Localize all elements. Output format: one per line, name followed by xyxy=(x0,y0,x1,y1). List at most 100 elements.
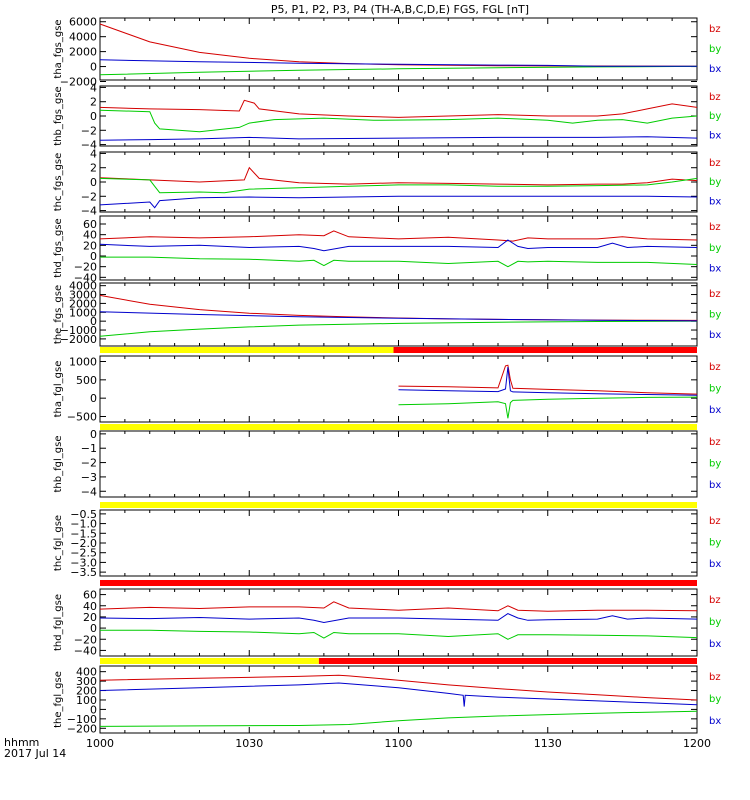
legend-bx: bx xyxy=(709,480,721,491)
legend-by: by xyxy=(709,177,721,188)
series-bx xyxy=(99,682,698,707)
legend-bz: bz xyxy=(709,437,721,448)
legend-bx: bx xyxy=(709,405,721,416)
y-tick-label: −3 xyxy=(81,471,97,484)
y-tick-label: 0 xyxy=(90,392,97,405)
panel-frame xyxy=(99,17,698,81)
y-tick-label: 2 xyxy=(90,162,97,175)
x-axis-label-hhmm: hhmm xyxy=(4,736,39,749)
legend-bz: bz xyxy=(709,362,721,373)
quality-bar-segment xyxy=(100,347,394,353)
series-bx xyxy=(99,59,697,67)
series-bx xyxy=(99,239,698,252)
y-axis-label: the_fgs_gse xyxy=(53,285,64,344)
y-tick-label: −4 xyxy=(81,485,97,498)
y-tick-label: −2.0 xyxy=(70,537,97,550)
y-tick-label: −500 xyxy=(67,411,97,424)
panel-frame xyxy=(99,509,698,577)
legend-by: by xyxy=(709,617,721,628)
panel-thc_fgs_gse: 4 20−2 −4 thc_fgs_gse bz by bx xyxy=(53,147,721,217)
quality-bar-segment xyxy=(100,502,697,508)
series-bz xyxy=(99,23,698,67)
y-axis-label: tha_fgl_gse xyxy=(53,361,64,418)
series-bx xyxy=(99,613,698,624)
y-tick-label: −3.5 xyxy=(70,566,97,579)
y-tick-label: −2000 xyxy=(60,333,97,346)
series-by xyxy=(100,256,698,268)
series-bz xyxy=(99,166,698,186)
y-tick-label: 4 xyxy=(90,147,97,160)
y-tick-label: −1 xyxy=(81,442,97,455)
y-tick-label: 400 xyxy=(76,666,97,679)
y-tick-label: 300 xyxy=(76,675,97,688)
legend-bz: bz xyxy=(709,24,721,35)
series-bx xyxy=(99,195,698,209)
y-tick-label: −2 xyxy=(81,457,97,470)
legend-bx: bx xyxy=(709,64,721,75)
y-tick-label: −2 xyxy=(81,190,97,203)
panel-thb_fgs_gse: 4 20−2 −4 thb_fgs_gse bz by bx xyxy=(53,81,721,151)
y-axis-label: thd_fgl_gse xyxy=(53,594,64,651)
quality-bar-segment xyxy=(393,347,697,353)
y-axis-label: the_fgl_gse xyxy=(53,671,64,728)
y-tick-label: −1.0 xyxy=(70,518,97,531)
legend-bz: bz xyxy=(709,92,721,103)
y-tick-label: −100 xyxy=(67,713,97,726)
panel-frame xyxy=(99,665,698,734)
y-tick-label: 3000 xyxy=(69,289,97,302)
quality-bar-segment xyxy=(100,424,697,430)
y-tick-label: 100 xyxy=(76,694,97,707)
series-bz xyxy=(99,294,698,321)
y-tick-label: 40 xyxy=(83,229,97,242)
y-axis-label: tha_fgs_gse xyxy=(53,19,64,78)
y-tick-label: 0 xyxy=(90,176,97,189)
y-tick-label: 0 xyxy=(90,428,97,441)
series-bz xyxy=(99,674,698,701)
y-tick-label: 4 xyxy=(90,81,97,94)
x-tick-label: 1200 xyxy=(683,737,711,750)
y-tick-label: −2 xyxy=(81,124,97,137)
y-tick-label: 20 xyxy=(83,239,97,252)
quality-bar-segment xyxy=(318,658,697,664)
series-bz xyxy=(99,99,698,118)
y-tick-label: −200 xyxy=(67,722,97,735)
series-bz xyxy=(99,230,698,242)
x-tick-label: 1030 xyxy=(235,737,263,750)
y-tick-label: 6000 xyxy=(69,16,97,29)
legend-by: by xyxy=(709,538,721,549)
series-by xyxy=(99,320,698,337)
series-bx xyxy=(99,311,698,322)
quality-bar-segment xyxy=(100,658,319,664)
legend-by: by xyxy=(709,44,721,55)
y-tick-label: 2 xyxy=(90,96,97,109)
y-tick-label: 4000 xyxy=(69,280,97,293)
legend-bx: bx xyxy=(709,639,721,650)
panel-frame xyxy=(99,215,698,281)
series-by xyxy=(99,177,698,194)
y-tick-label: −40 xyxy=(74,644,97,657)
panel-frame xyxy=(99,588,698,657)
legend-bz: bz xyxy=(709,672,721,683)
x-tick-label: 1130 xyxy=(534,737,562,750)
y-tick-label: 60 xyxy=(83,589,97,602)
y-tick-label: 500 xyxy=(76,374,97,387)
legend-bx: bx xyxy=(709,264,721,275)
series-bx xyxy=(398,366,698,396)
series-by xyxy=(398,396,698,419)
y-tick-label: 0 xyxy=(90,703,97,716)
legend-by: by xyxy=(709,384,721,395)
y-tick-label: 1000 xyxy=(69,306,97,319)
legend-bx: bx xyxy=(709,716,721,727)
legend-by: by xyxy=(709,111,721,122)
series-bz xyxy=(99,601,698,612)
series-by xyxy=(99,65,698,76)
y-tick-label: 2000 xyxy=(69,297,97,310)
y-tick-label: −0.5 xyxy=(70,508,97,521)
legend-by: by xyxy=(709,694,721,705)
